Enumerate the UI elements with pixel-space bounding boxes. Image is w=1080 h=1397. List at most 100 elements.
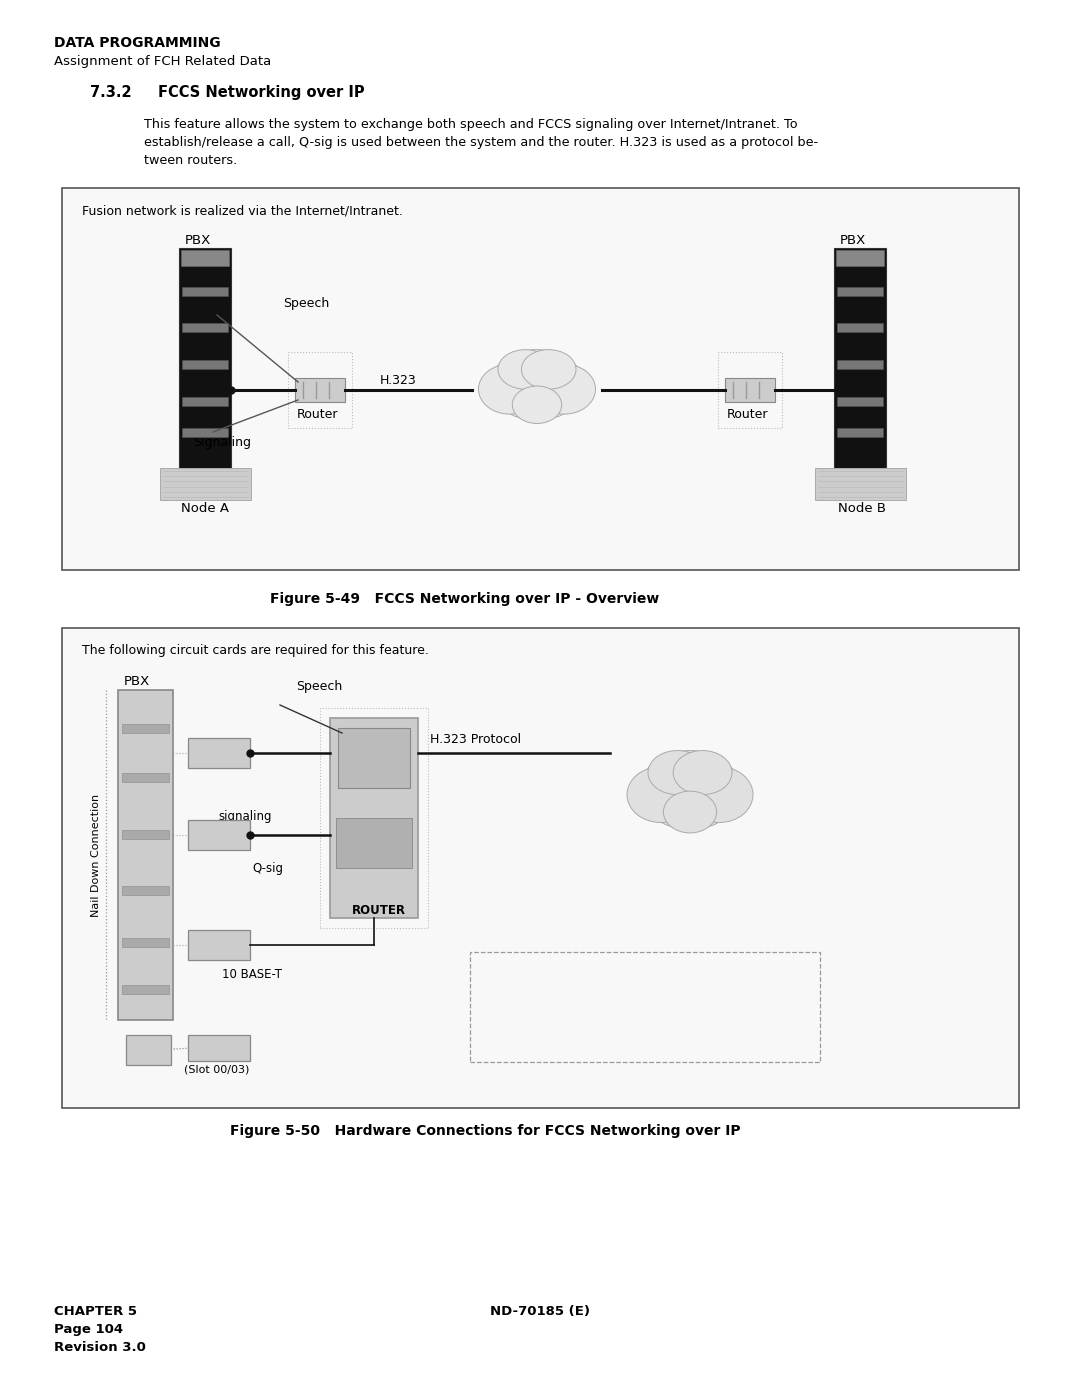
Bar <box>183 323 228 331</box>
Bar <box>188 738 249 768</box>
Ellipse shape <box>522 349 576 390</box>
Bar <box>122 774 168 782</box>
Bar <box>837 397 883 407</box>
Bar <box>179 249 231 468</box>
Bar <box>295 379 345 402</box>
Text: Assignment of FCH Related Data: Assignment of FCH Related Data <box>54 54 271 68</box>
Bar <box>183 288 228 296</box>
Text: 7.3.2: 7.3.2 <box>90 85 132 101</box>
Bar <box>122 886 168 894</box>
Bar <box>126 1035 171 1065</box>
Text: PBX: PBX <box>185 235 212 247</box>
Bar <box>814 468 905 500</box>
Bar <box>837 429 883 437</box>
Text: Nail Down Connection: Nail Down Connection <box>91 793 102 916</box>
Bar <box>725 379 775 402</box>
Text: 10 BASE-T: 10 BASE-T <box>222 968 282 981</box>
Text: H.323: H.323 <box>380 374 417 387</box>
Text: FGH: FGH <box>205 827 231 840</box>
Text: Intranet: Intranet <box>513 387 563 400</box>
Text: DATA PROGRAMMING: DATA PROGRAMMING <box>54 36 220 50</box>
Text: (Slot 00/03): (Slot 00/03) <box>184 1065 249 1074</box>
Text: FCH: Fusion Control Handler (PA-FCHA): FCH: Fusion Control Handler (PA-FCHA) <box>484 989 713 1002</box>
Bar <box>122 939 168 947</box>
Text: PBX: PBX <box>840 235 866 247</box>
Text: CHAPTER 5: CHAPTER 5 <box>54 1305 137 1317</box>
Bar <box>188 930 249 960</box>
Ellipse shape <box>512 386 562 423</box>
Bar <box>834 249 886 468</box>
Text: Page 104: Page 104 <box>54 1323 123 1336</box>
Ellipse shape <box>627 767 694 823</box>
Text: H.323 Protocol: H.323 Protocol <box>430 733 522 746</box>
Text: Fusion network is realized via the Internet/Intranet.: Fusion network is realized via the Inter… <box>82 204 403 217</box>
Bar <box>188 820 249 849</box>
Bar <box>122 830 168 838</box>
Text: Speech: Speech <box>283 298 329 310</box>
Ellipse shape <box>673 750 732 795</box>
Bar <box>338 728 410 788</box>
Bar <box>498 372 576 390</box>
Text: Router: Router <box>297 408 338 420</box>
Text: Internet/: Internet/ <box>509 369 563 381</box>
Text: This feature allows the system to exchange both speech and FCCS signaling over I: This feature allows the system to exchan… <box>144 117 798 131</box>
Text: tween routers.: tween routers. <box>144 154 238 168</box>
Text: T1: T1 <box>366 746 384 759</box>
Text: Q-sig: Q-sig <box>252 862 283 875</box>
Text: ND-70185 (E): ND-70185 (E) <box>490 1305 590 1317</box>
Text: PBX: PBX <box>124 675 150 687</box>
Bar <box>288 352 352 427</box>
Ellipse shape <box>534 365 595 414</box>
Bar <box>62 629 1020 1108</box>
Text: Node A: Node A <box>181 502 229 515</box>
Bar <box>188 1035 249 1060</box>
Text: FCCS Networking over IP: FCCS Networking over IP <box>158 85 365 101</box>
Text: ROUTER: ROUTER <box>352 904 406 916</box>
Bar <box>183 360 228 369</box>
Ellipse shape <box>648 750 706 795</box>
Text: FGH: Fusion Gateway Handler (PA-FCHA): FGH: Fusion Gateway Handler (PA-FCHA) <box>484 1011 724 1025</box>
Text: LANI: LAN Interface (PZ-PC19): LANI: LAN Interface (PZ-PC19) <box>484 1035 661 1048</box>
Text: Node B: Node B <box>838 502 886 515</box>
Ellipse shape <box>490 349 584 420</box>
Bar <box>181 250 229 265</box>
Bar <box>183 397 228 407</box>
Text: CPU: CPU <box>132 1042 158 1055</box>
Ellipse shape <box>498 349 553 390</box>
Text: Router: Router <box>727 408 769 420</box>
Text: LANI: LANI <box>203 1041 232 1053</box>
Text: FCH: FCH <box>205 937 230 950</box>
Ellipse shape <box>663 791 717 833</box>
Bar <box>470 951 820 1062</box>
Bar <box>648 775 732 796</box>
Bar <box>837 360 883 369</box>
Text: DTI: DTI <box>207 745 228 759</box>
Bar <box>122 985 168 993</box>
Text: Speech: Speech <box>296 680 342 693</box>
Bar <box>183 429 228 437</box>
Text: Revision 3.0: Revision 3.0 <box>54 1341 146 1354</box>
Bar <box>837 323 883 331</box>
Bar <box>320 708 428 928</box>
Bar <box>160 468 251 500</box>
Text: Intranet: Intranet <box>664 788 714 800</box>
Text: establish/release a call, Q-sig is used between the system and the router. H.323: establish/release a call, Q-sig is used … <box>144 136 819 149</box>
Bar <box>122 724 168 733</box>
Bar <box>330 718 418 918</box>
Ellipse shape <box>478 365 541 414</box>
Text: Figure 5-49   FCCS Networking over IP - Overview: Figure 5-49 FCCS Networking over IP - Ov… <box>270 592 659 606</box>
Text: Signaling: Signaling <box>193 436 251 448</box>
Bar <box>118 690 173 1020</box>
Bar <box>837 288 883 296</box>
Bar <box>718 352 782 427</box>
Text: The following circuit cards are required for this feature.: The following circuit cards are required… <box>82 644 429 657</box>
Ellipse shape <box>639 750 741 830</box>
Text: DTI: Digital Trunk Interface: DTI: Digital Trunk Interface <box>484 965 643 979</box>
Text: Figure 5-50   Hardware Connections for FCCS Networking over IP: Figure 5-50 Hardware Connections for FCC… <box>230 1125 741 1139</box>
Bar <box>836 250 885 265</box>
Text: Internet/: Internet/ <box>662 770 716 782</box>
Bar <box>336 819 411 868</box>
Bar <box>62 189 1020 570</box>
Ellipse shape <box>686 767 753 823</box>
Text: signaling: signaling <box>218 810 271 823</box>
